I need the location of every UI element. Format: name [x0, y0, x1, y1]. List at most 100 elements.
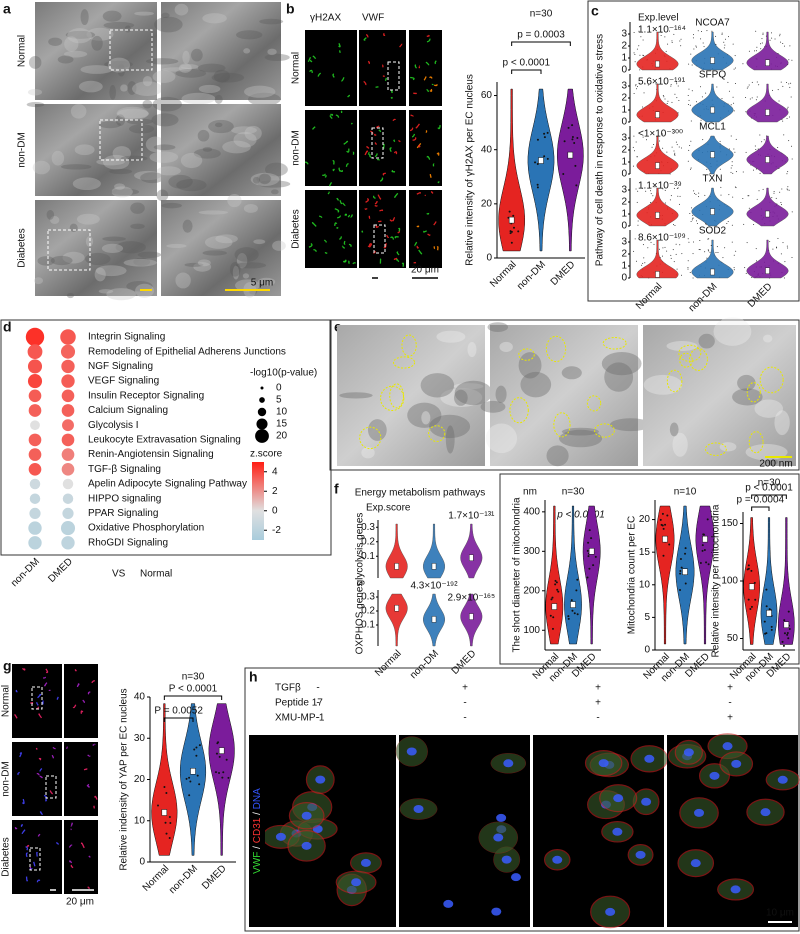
- zoom-box: [109, 29, 153, 71]
- fluorescence-signal: [36, 879, 41, 883]
- sem-texture: [111, 188, 140, 196]
- fluorescence-signal: [82, 699, 85, 703]
- fluorescence-signal: [364, 207, 368, 210]
- fluorescence-signal: [38, 757, 42, 761]
- p-value: p < 0.0001: [556, 510, 605, 521]
- p-value: p = 0.0003: [517, 30, 565, 41]
- cell-dot: [679, 40, 681, 42]
- jitter-dot: [770, 628, 773, 631]
- sem-image: [161, 104, 281, 196]
- cell-dot: [642, 244, 644, 246]
- fluorescence-signal: [39, 768, 43, 772]
- cell-nucleus: [552, 855, 563, 864]
- fluorescence-signal: [345, 213, 347, 217]
- fluorescence-signal: [418, 144, 421, 148]
- violin: [151, 703, 178, 856]
- y-tick-label: 200: [523, 585, 540, 596]
- cell-dot: [636, 156, 638, 158]
- gene-label: NCOA7: [695, 18, 730, 29]
- em-texture: [643, 374, 683, 395]
- cell-nucleus: [491, 907, 502, 916]
- sem-texture: [46, 210, 55, 220]
- cell-dot: [663, 96, 665, 98]
- fluorescence-signal: [397, 231, 401, 234]
- size-legend-label: 5: [276, 395, 282, 406]
- mitochondria-outline: [678, 344, 702, 362]
- violin: [179, 703, 207, 856]
- row-label: Normal: [1, 685, 12, 717]
- condition-state: -: [316, 683, 319, 694]
- fluorescence-signal: [336, 226, 339, 229]
- cell-dot: [695, 193, 697, 195]
- sem-texture: [259, 18, 284, 25]
- cell-dot: [643, 55, 645, 57]
- fluorescence-image: [12, 820, 62, 894]
- sem-texture: [213, 69, 230, 83]
- em-texture: [445, 425, 455, 454]
- pathway-label: HIPPO signaling: [88, 493, 161, 504]
- cell-nucleus: [722, 742, 733, 751]
- jitter-dot: [701, 544, 704, 547]
- sem-texture: [197, 129, 210, 142]
- fluorescence-signal: [36, 851, 38, 857]
- median-box: [218, 747, 225, 754]
- condition-state: -: [463, 713, 466, 724]
- pathway-dot: [28, 448, 42, 461]
- sem-texture: [50, 255, 73, 266]
- cell-dot: [788, 189, 790, 191]
- cell-dot: [721, 32, 723, 34]
- jitter-dot: [781, 640, 784, 643]
- cell-dot: [666, 103, 668, 105]
- cell-dot: [655, 83, 657, 85]
- sem-texture: [154, 16, 183, 33]
- color-tick-label: 0: [272, 505, 278, 516]
- y-tick-label: 0: [621, 117, 627, 128]
- cell-dot: [730, 104, 732, 106]
- fluorescence-signal: [426, 212, 430, 215]
- cell-dot: [780, 41, 782, 43]
- cell-dot: [633, 135, 635, 137]
- fluorescence-image: [409, 110, 442, 186]
- cell-dot: [692, 277, 694, 279]
- fluorescence-signal: [22, 798, 25, 805]
- sem-texture: [98, 289, 114, 294]
- p-value: 1.1×10⁻¹⁶⁴: [638, 25, 686, 36]
- zoom-box: [47, 229, 91, 271]
- jitter-dot: [576, 613, 579, 616]
- cell-dot: [689, 272, 691, 274]
- fluorescence-signal: [345, 163, 349, 167]
- violin: [385, 593, 408, 647]
- size-legend-dot: [259, 397, 265, 403]
- em-texture: [666, 341, 698, 351]
- y-tick-label: 3: [621, 185, 627, 196]
- sem-texture: [161, 202, 182, 209]
- cell-dot: [779, 33, 781, 35]
- row-label: non-DM: [1, 761, 12, 797]
- pathway-dot: [28, 433, 42, 447]
- cell-dot: [744, 267, 746, 269]
- fluorescence-signal: [382, 75, 385, 78]
- cell-dot: [787, 247, 789, 249]
- cell-dot: [700, 119, 702, 121]
- fluorescence-signal: [433, 221, 437, 226]
- fluorescence-signal: [386, 234, 390, 238]
- cell-dot: [786, 117, 788, 119]
- cell-dot: [676, 268, 678, 270]
- violin: [527, 88, 555, 252]
- cell-dot: [783, 277, 785, 279]
- sem-texture: [182, 50, 190, 64]
- cell-dot: [724, 38, 726, 40]
- median-box: [538, 157, 544, 164]
- jitter-dot: [227, 776, 230, 779]
- fluorescence-signal: [374, 142, 377, 145]
- sample-size: n=30: [758, 478, 781, 489]
- fluorescence-signal: [335, 114, 340, 118]
- sem-texture: [152, 70, 176, 84]
- cell-dot: [679, 244, 681, 246]
- fluorescence-signal: [343, 140, 349, 145]
- fluorescence-signal: [423, 230, 427, 233]
- jitter-dot: [750, 605, 753, 608]
- fluorescence-signal: [379, 209, 384, 212]
- cell-dot: [676, 97, 678, 99]
- y-tick-label: 100: [721, 576, 738, 587]
